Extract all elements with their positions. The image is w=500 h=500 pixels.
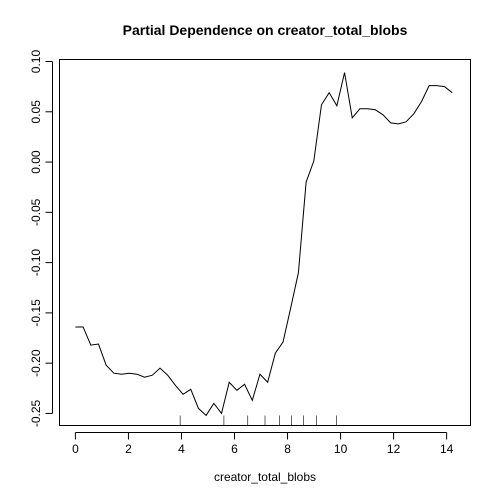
x-axis-label: creator_total_blobs: [214, 470, 316, 484]
x-tick-label: 0: [72, 442, 79, 456]
y-axis: -0.25 -0.20 -0.15 -0.10 -0.05 0.00 0.05 0.10: [29, 50, 53, 427]
x-tick-label: 2: [125, 442, 132, 456]
y-tick-label: 0.05: [29, 100, 43, 124]
x-tick-label: 14: [440, 442, 454, 456]
y-tick-label: 0.00: [29, 150, 43, 174]
y-tick-label: -0.20: [29, 349, 43, 377]
x-tick-label: 12: [387, 442, 401, 456]
y-tick-label: -0.25: [29, 399, 43, 427]
y-tick-label: -0.10: [29, 249, 43, 277]
x-tick-label: 4: [178, 442, 185, 456]
series-line: [75, 72, 453, 417]
plot-frame: [59, 59, 471, 426]
y-tick-label: 0.10: [29, 50, 43, 74]
x-axis: 0 2 4 6 8 10 12 14: [72, 432, 454, 456]
rug-marks: [179, 415, 337, 426]
x-tick-label: 10: [334, 442, 348, 456]
chart-title: Partial Dependence on creator_total_blob…: [123, 22, 408, 38]
x-tick-label: 6: [231, 442, 238, 456]
x-tick-label: 8: [284, 442, 291, 456]
y-tick-label: -0.05: [29, 198, 43, 226]
y-tick-label: -0.15: [29, 299, 43, 327]
